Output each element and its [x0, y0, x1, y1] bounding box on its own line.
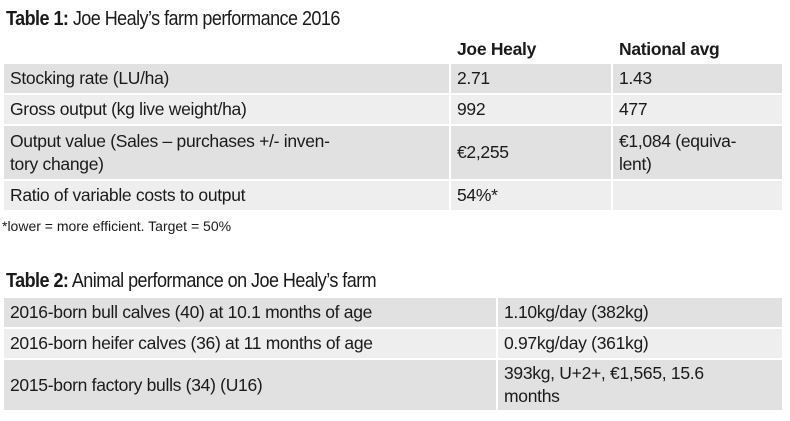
table1: Joe Healy National avg Stocking rate (LU…	[2, 34, 784, 212]
table2-title-text: Animal performance on Joe Healy’s farm	[71, 270, 377, 292]
table2-title-label: Table 2:	[6, 270, 69, 292]
header-national-avg: National avg	[613, 36, 782, 62]
row-label: Output value (Sales – purchases +/- inve…	[4, 126, 449, 179]
table-row: 2015-born factory bulls (34) (U16) 393kg…	[4, 360, 782, 410]
table1-title-label: Table 1:	[6, 8, 69, 30]
table-row: 2016-born heifer calves (36) at 11 month…	[4, 329, 782, 358]
table1-header-row: Joe Healy National avg	[4, 36, 782, 62]
row-value: 1.10kg/day (382kg)	[498, 298, 782, 327]
row-label: 2015-born factory bulls (34) (U16)	[4, 360, 496, 410]
row-label: 2016-born heifer calves (36) at 11 month…	[4, 329, 496, 358]
cell-national: 1.43	[613, 64, 782, 93]
header-cell	[4, 36, 449, 62]
cell-national: 477	[613, 95, 782, 124]
row-value: 0.97kg/day (361kg)	[498, 329, 782, 358]
row-label: Ratio of variable costs to output	[4, 181, 449, 210]
cell-national: €1,084 (equiva- lent)	[613, 126, 782, 179]
row-label: Stocking rate (LU/ha)	[4, 64, 449, 93]
cell-national	[613, 181, 782, 210]
table1-title: Table 1: Joe Healy’s farm performance 20…	[6, 8, 340, 31]
table2: 2016-born bull calves (40) at 10.1 month…	[2, 296, 784, 412]
cell-joe: 54%*	[451, 181, 611, 210]
cell-joe: 992	[451, 95, 611, 124]
header-joe-healy: Joe Healy	[451, 36, 611, 62]
row-label: 2016-born bull calves (40) at 10.1 month…	[4, 298, 496, 327]
table-row: Gross output (kg live weight/ha) 992 477	[4, 95, 782, 124]
table1-footnote: *lower = more efficient. Target = 50%	[2, 218, 232, 234]
table-row: 2016-born bull calves (40) at 10.1 month…	[4, 298, 782, 327]
table2-title: Table 2: Animal performance on Joe Healy…	[6, 270, 377, 293]
cell-joe: 2.71	[451, 64, 611, 93]
cell-joe: €2,255	[451, 126, 611, 179]
row-value: 393kg, U+2+, €1,565, 15.6 months	[498, 360, 782, 410]
table-row: Stocking rate (LU/ha) 2.71 1.43	[4, 64, 782, 93]
table1-title-text: Joe Healy’s farm performance 2016	[72, 8, 341, 30]
table-row: Output value (Sales – purchases +/- inve…	[4, 126, 782, 179]
table-row: Ratio of variable costs to output 54%*	[4, 181, 782, 210]
row-label: Gross output (kg live weight/ha)	[4, 95, 449, 124]
